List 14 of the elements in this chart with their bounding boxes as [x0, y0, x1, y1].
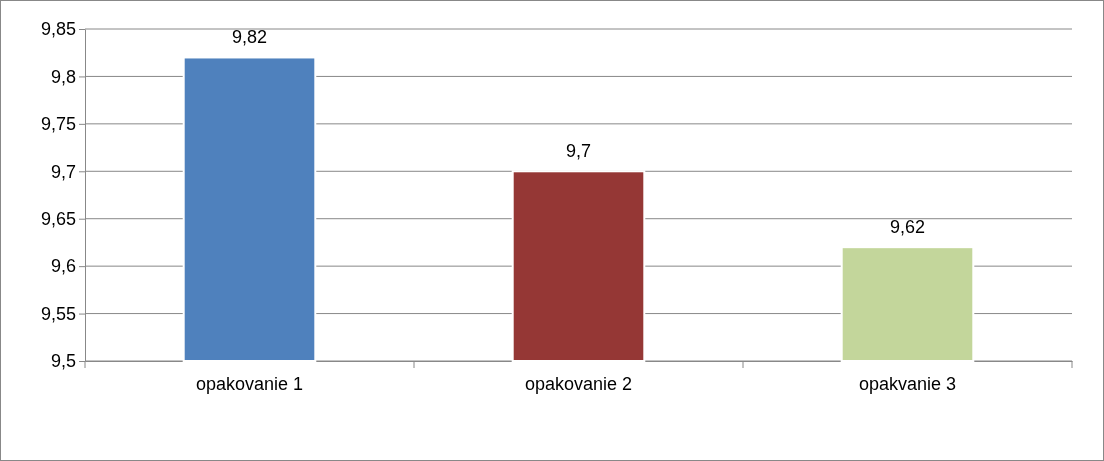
- x-tick-label: opakovanie 2: [524, 373, 633, 394]
- x-tick-label: opakovanie 1: [195, 373, 304, 394]
- data-label: 9,82: [231, 27, 268, 48]
- y-tick-label: 9,5: [50, 351, 76, 372]
- data-label: 9,7: [565, 141, 592, 162]
- y-tick-label: 9,75: [40, 114, 76, 135]
- x-tick-label: opakvanie 3: [858, 373, 957, 394]
- y-tick-label: 9,85: [40, 19, 76, 40]
- y-tick-label: 9,65: [40, 208, 76, 229]
- y-tick-label: 9,8: [50, 66, 76, 87]
- y-tick-label: 9,7: [50, 161, 76, 182]
- y-tick-label: 9,6: [50, 256, 76, 277]
- y-tick-label: 9,55: [40, 303, 76, 324]
- data-label: 9,62: [889, 217, 926, 238]
